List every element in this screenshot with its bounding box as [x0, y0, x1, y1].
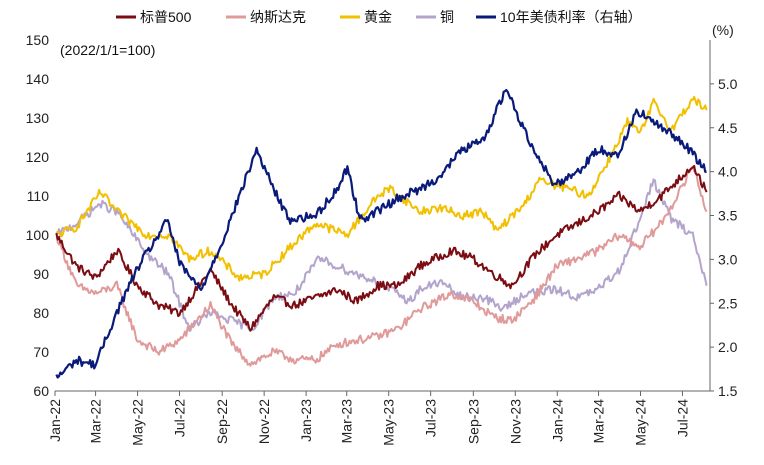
- x-tick-label: Jul-24: [674, 399, 690, 437]
- x-tick-label: Jul-22: [172, 399, 188, 437]
- y-left-tick-label: 110: [27, 188, 50, 204]
- x-tick-label: Jan-23: [298, 399, 314, 442]
- legend-label-sp500: 标普500: [140, 9, 192, 25]
- y-right-ticks: 1.5 2.0 2.5 3.0 3.5 4.0 4.5 5.0: [710, 76, 738, 399]
- y-left-tick-label: 130: [26, 110, 50, 126]
- y-right-tick-label: 3.5: [718, 208, 738, 224]
- y-right-tick-label: 4.5: [718, 120, 738, 136]
- x-tick-label: Mar-22: [88, 399, 104, 444]
- legend-label-nasdaq: 纳斯达克: [250, 9, 306, 25]
- axes: [55, 40, 711, 392]
- y2-unit-label: (%): [712, 22, 734, 38]
- x-tick-label: Sep-22: [214, 399, 230, 444]
- y-right-tick-label: 3.0: [718, 251, 738, 267]
- y-left-tick-label: 150: [26, 32, 50, 48]
- legend-item-nasdaq: 纳斯达克: [226, 9, 306, 25]
- x-tick-label: Jan-24: [549, 399, 565, 442]
- x-ticks: Jan-22 Mar-22 May-22 Jul-22 Sep-22 Nov-22 Jan-…: [47, 391, 690, 446]
- y-right-tick-label: 2.5: [718, 295, 738, 311]
- x-tick-label: Sep-23: [465, 399, 481, 444]
- x-tick-label: Nov-23: [507, 399, 523, 444]
- series-layer: [55, 88, 708, 379]
- y-left-tick-label: 60: [33, 383, 49, 399]
- y-left-tick-label: 120: [26, 149, 50, 165]
- y-right-tick-label: 2.0: [718, 339, 738, 355]
- y-left-tick-label: 70: [33, 344, 49, 360]
- y-left-tick-label: 80: [33, 305, 49, 321]
- series-line-4: [55, 88, 707, 379]
- x-tick-label: May-23: [381, 399, 397, 446]
- y-left-tick-label: 100: [26, 227, 50, 243]
- x-tick-label: May-24: [633, 399, 649, 446]
- y-right-tick-label: 5.0: [718, 76, 738, 92]
- y-left-tick-label: 90: [33, 266, 49, 282]
- x-tick-label: Nov-22: [256, 399, 272, 444]
- y-right-tick-label: 4.0: [718, 164, 738, 180]
- legend: 标普500 纳斯达克 黄金 铜 10年美债利率（右轴）: [116, 9, 642, 25]
- legend-item-sp500: 标普500: [116, 9, 192, 25]
- x-tick-label: Mar-23: [339, 399, 355, 444]
- series-line-2: [55, 95, 708, 282]
- legend-item-copper: 铜: [416, 9, 454, 25]
- legend-item-gold: 黄金: [340, 9, 392, 25]
- y-right-tick-label: 1.5: [718, 383, 738, 399]
- legend-label-gold: 黄金: [364, 9, 392, 25]
- x-tick-label: Jul-23: [423, 399, 439, 437]
- y-left-tick-label: 140: [26, 71, 50, 87]
- y-left-ticks: 60 70 80 90 100 110 120 130 140 150: [26, 32, 50, 399]
- legend-label-treasury: 10年美债利率（右轴）: [500, 9, 642, 25]
- x-tick-label: May-22: [130, 399, 146, 446]
- series-line-0: [55, 164, 708, 332]
- chart-annotation: (2022/1/1=100): [60, 42, 155, 58]
- legend-item-treasury: 10年美债利率（右轴）: [476, 9, 642, 25]
- legend-label-copper: 铜: [440, 9, 454, 25]
- series-line-1: [55, 165, 708, 367]
- x-tick-label: Mar-24: [591, 399, 607, 444]
- x-tick-label: Jan-22: [47, 399, 63, 442]
